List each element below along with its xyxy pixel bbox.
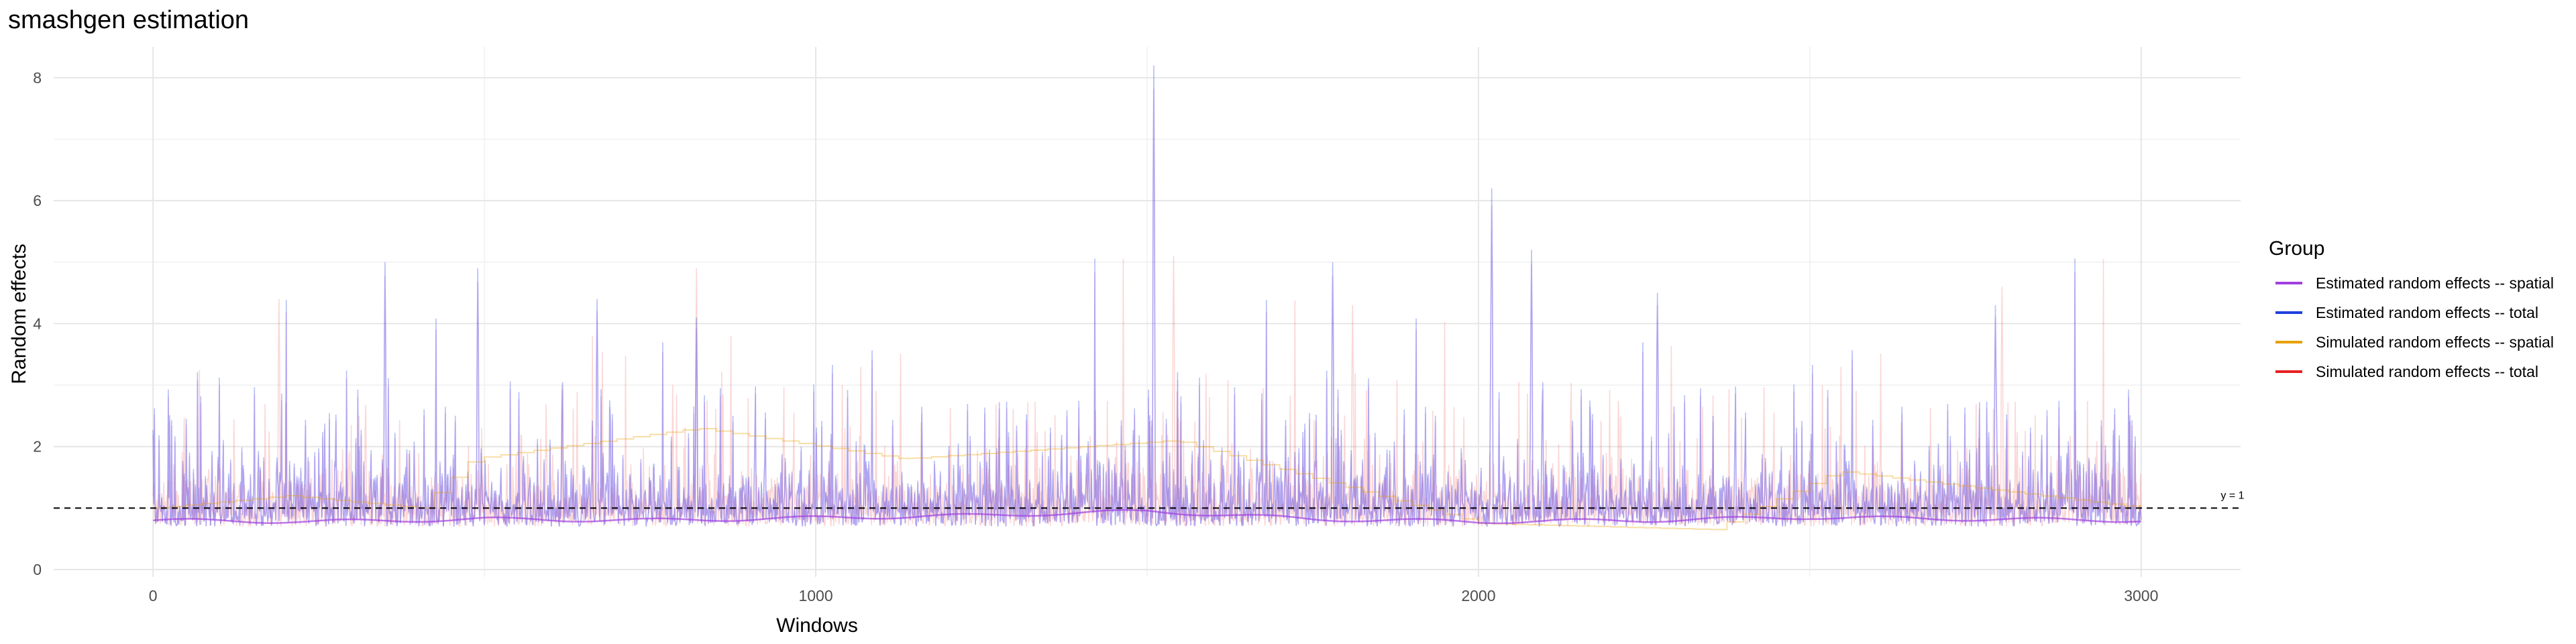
x-axis-title: Windows xyxy=(776,614,858,637)
x-tick-label: 1000 xyxy=(798,587,833,604)
legend-label: Simulated random effects -- total xyxy=(2316,363,2538,380)
series-simulated-spatial xyxy=(153,428,2142,531)
plot-panel: y = 1 xyxy=(54,47,2245,577)
y-axis-ticks: 0 2 4 6 8 xyxy=(33,69,42,578)
reference-line-label: y = 1 xyxy=(2220,490,2244,501)
legend-title: Group xyxy=(2269,237,2324,260)
legend-label: Estimated random effects -- spatial xyxy=(2316,274,2554,292)
x-tick-label: 0 xyxy=(149,587,158,604)
legend-label: Estimated random effects -- total xyxy=(2316,304,2538,321)
legend-label: Simulated random effects -- spatial xyxy=(2316,333,2554,351)
y-tick-label: 6 xyxy=(33,192,42,209)
series-layer xyxy=(152,65,2142,531)
grid-minor xyxy=(54,47,2241,577)
y-tick-label: 4 xyxy=(33,315,42,332)
series-estimated-spatial xyxy=(153,508,2141,525)
x-tick-label: 3000 xyxy=(2124,587,2158,604)
y-axis-title: Random effects xyxy=(8,244,30,384)
series-estimated-spatial-overlay xyxy=(152,89,2142,528)
x-axis-ticks: 0 1000 2000 3000 xyxy=(149,587,2159,604)
y-tick-label: 0 xyxy=(33,561,42,578)
grid-major xyxy=(54,47,2241,577)
legend: Group Estimated random effects -- spatia… xyxy=(2269,237,2554,380)
series-simulated-total xyxy=(152,256,2142,527)
reference-layer: y = 1 xyxy=(54,490,2245,509)
y-tick-label: 2 xyxy=(33,438,42,455)
series-estimated-total xyxy=(152,65,2142,528)
y-tick-label: 8 xyxy=(33,69,42,87)
x-tick-label: 2000 xyxy=(1461,587,1495,604)
chart-title: smashgen estimation xyxy=(8,6,249,34)
